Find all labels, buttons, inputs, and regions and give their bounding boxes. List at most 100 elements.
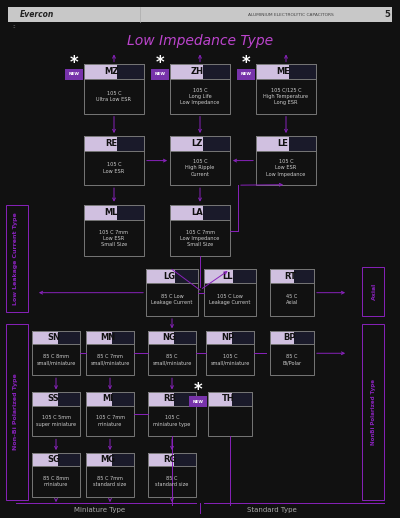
FancyBboxPatch shape: [146, 269, 174, 283]
FancyBboxPatch shape: [233, 269, 256, 283]
Text: 85 C
small/miniature: 85 C small/miniature: [152, 354, 192, 366]
Text: 85 C
Bi/Polar: 85 C Bi/Polar: [282, 354, 302, 366]
Text: RT: RT: [284, 272, 296, 281]
Text: NEW: NEW: [68, 73, 80, 77]
FancyBboxPatch shape: [58, 393, 80, 406]
FancyBboxPatch shape: [270, 332, 314, 375]
Text: *: *: [242, 53, 250, 71]
Text: 105 C
High Ripple
Current: 105 C High Ripple Current: [185, 159, 215, 177]
Text: NEW: NEW: [240, 73, 252, 77]
Text: 85 C 7mm
standard size: 85 C 7mm standard size: [93, 476, 127, 487]
Text: 85 C
standard size: 85 C standard size: [155, 476, 189, 487]
Text: 85 C 7mm
small/miniature: 85 C 7mm small/miniature: [90, 354, 130, 366]
FancyBboxPatch shape: [170, 136, 230, 185]
Text: ::: ::: [12, 24, 16, 30]
FancyBboxPatch shape: [174, 332, 196, 344]
FancyBboxPatch shape: [256, 65, 289, 79]
Text: 105 C
Ultra Low ESR: 105 C Ultra Low ESR: [96, 91, 132, 102]
FancyBboxPatch shape: [256, 136, 289, 151]
Text: *: *: [156, 53, 164, 71]
FancyBboxPatch shape: [58, 453, 80, 466]
FancyBboxPatch shape: [112, 453, 134, 466]
FancyBboxPatch shape: [86, 393, 112, 406]
Text: 105 C Low
Leakage Current: 105 C Low Leakage Current: [209, 294, 251, 305]
Text: NEW: NEW: [192, 399, 204, 404]
FancyBboxPatch shape: [270, 332, 294, 344]
Text: SG: SG: [47, 455, 60, 464]
Text: ALUMINIUM ELECTROLYTIC CAPACITORS: ALUMINIUM ELECTROLYTIC CAPACITORS: [248, 12, 334, 17]
FancyBboxPatch shape: [112, 332, 134, 344]
FancyBboxPatch shape: [232, 393, 252, 406]
Text: MG: MG: [100, 455, 115, 464]
FancyBboxPatch shape: [32, 453, 80, 497]
Text: *: *: [70, 53, 78, 71]
FancyBboxPatch shape: [270, 269, 314, 316]
FancyBboxPatch shape: [84, 136, 144, 185]
FancyBboxPatch shape: [148, 393, 174, 406]
Text: 85 C Low
Leakage Current: 85 C Low Leakage Current: [151, 294, 193, 305]
FancyBboxPatch shape: [206, 332, 232, 344]
FancyBboxPatch shape: [204, 269, 256, 316]
Text: Standard Type: Standard Type: [247, 507, 297, 513]
FancyBboxPatch shape: [117, 205, 144, 220]
FancyBboxPatch shape: [32, 332, 58, 344]
FancyBboxPatch shape: [148, 332, 196, 375]
Text: RG: RG: [163, 455, 176, 464]
Text: BP: BP: [284, 334, 296, 342]
FancyBboxPatch shape: [84, 205, 117, 220]
FancyBboxPatch shape: [146, 269, 198, 316]
FancyBboxPatch shape: [148, 393, 196, 436]
FancyBboxPatch shape: [84, 65, 144, 114]
FancyBboxPatch shape: [148, 453, 174, 466]
FancyBboxPatch shape: [86, 453, 134, 497]
Text: MZ: MZ: [104, 67, 118, 76]
FancyBboxPatch shape: [294, 332, 314, 344]
Text: 85 C 8mm
miniature: 85 C 8mm miniature: [43, 476, 69, 487]
FancyBboxPatch shape: [32, 332, 80, 375]
Text: 85 C 8mm
small/miniature: 85 C 8mm small/miniature: [36, 354, 76, 366]
Text: 105 C
Low ESR: 105 C Low ESR: [103, 162, 125, 174]
FancyBboxPatch shape: [289, 136, 316, 151]
Text: SN: SN: [47, 334, 60, 342]
FancyBboxPatch shape: [86, 453, 112, 466]
Text: Non-Bi Polarized Type: Non-Bi Polarized Type: [14, 373, 18, 450]
Text: 105 C
small/miniature: 105 C small/miniature: [210, 354, 250, 366]
Text: ZH: ZH: [190, 67, 204, 76]
FancyBboxPatch shape: [203, 205, 230, 220]
Text: 5: 5: [384, 10, 390, 19]
Text: LZ: LZ: [191, 139, 203, 148]
Text: NEW: NEW: [154, 73, 166, 77]
Text: 105 C
Long Life
Low Impedance: 105 C Long Life Low Impedance: [180, 88, 220, 105]
FancyBboxPatch shape: [203, 136, 230, 151]
Text: 105 C 7mm
Low ESR
Small Size: 105 C 7mm Low ESR Small Size: [100, 229, 128, 247]
FancyBboxPatch shape: [256, 136, 316, 185]
FancyBboxPatch shape: [84, 205, 144, 256]
Text: 105 C 5mm
super miniature: 105 C 5mm super miniature: [36, 415, 76, 427]
Text: ML: ML: [104, 208, 118, 217]
FancyBboxPatch shape: [32, 393, 80, 436]
Text: LE: LE: [278, 139, 288, 148]
FancyBboxPatch shape: [8, 7, 392, 22]
Text: *: *: [194, 381, 202, 399]
Text: NG: NG: [163, 334, 176, 342]
Text: 105 C 7mm
miniature: 105 C 7mm miniature: [96, 415, 124, 427]
Text: MN: MN: [100, 334, 115, 342]
FancyBboxPatch shape: [148, 332, 174, 344]
Text: 105 C 7mm
Low Impedance
Small Size: 105 C 7mm Low Impedance Small Size: [180, 229, 220, 247]
Text: Evercon: Evercon: [20, 10, 54, 19]
FancyBboxPatch shape: [86, 332, 134, 375]
FancyBboxPatch shape: [117, 136, 144, 151]
FancyBboxPatch shape: [270, 269, 294, 283]
Text: 45 C
Axial: 45 C Axial: [286, 294, 298, 305]
FancyBboxPatch shape: [203, 65, 230, 79]
FancyBboxPatch shape: [86, 393, 134, 436]
Text: 105 C/125 C
High Temperature
Long ESR: 105 C/125 C High Temperature Long ESR: [264, 88, 308, 105]
FancyBboxPatch shape: [174, 269, 198, 283]
FancyBboxPatch shape: [58, 332, 80, 344]
Text: Miniature Type: Miniature Type: [74, 507, 126, 513]
FancyBboxPatch shape: [174, 393, 196, 406]
FancyBboxPatch shape: [84, 136, 117, 151]
FancyBboxPatch shape: [170, 205, 230, 256]
Text: Low Impedance Type: Low Impedance Type: [127, 34, 273, 49]
FancyBboxPatch shape: [170, 65, 230, 114]
